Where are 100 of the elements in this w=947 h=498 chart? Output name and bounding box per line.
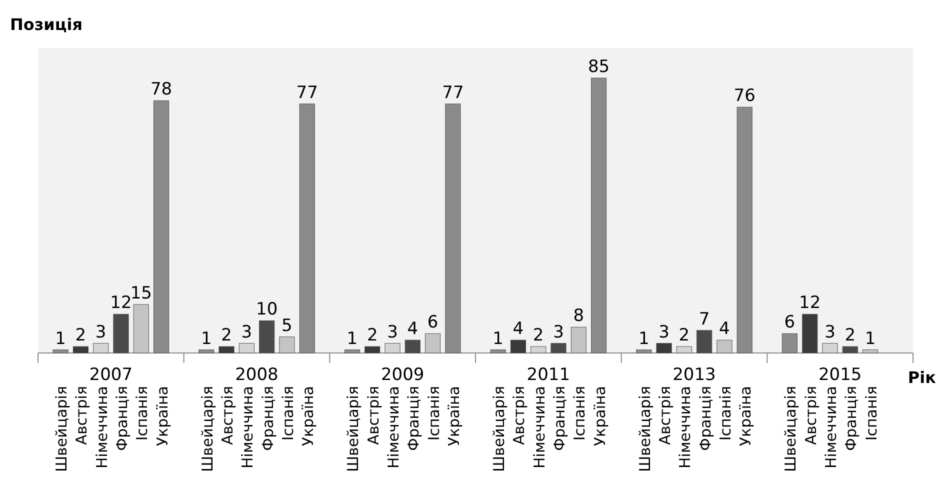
bar xyxy=(113,314,129,354)
bar xyxy=(862,350,878,354)
data-label: 76 xyxy=(734,86,756,106)
data-label: 6 xyxy=(427,312,438,333)
bar xyxy=(424,333,441,354)
data-label: 7 xyxy=(698,309,710,330)
bar xyxy=(802,314,818,354)
text: Франція xyxy=(550,386,568,451)
text: Німеччина xyxy=(822,386,840,468)
data-label: 3 xyxy=(553,322,564,342)
text: Швейцарія xyxy=(782,386,800,472)
text: Австрія xyxy=(802,386,820,445)
x-tick-label: 2009 xyxy=(380,365,424,385)
data-label: 2 xyxy=(221,326,232,346)
text: Франція xyxy=(404,386,423,451)
bar xyxy=(218,346,234,354)
data-label: 15 xyxy=(130,283,152,304)
text: Іспанія xyxy=(424,386,443,441)
data-label: 2 xyxy=(678,326,690,346)
data-label: 4 xyxy=(512,319,524,340)
bar xyxy=(72,346,89,354)
text: Швейцарія xyxy=(636,386,654,472)
data-label: 10 xyxy=(256,300,278,320)
text: Франція xyxy=(842,386,860,451)
data-label: 8 xyxy=(573,306,584,326)
text: Україна xyxy=(590,386,609,446)
x-axis-title: Рік xyxy=(908,368,936,387)
data-label: 2 xyxy=(532,326,544,346)
bar xyxy=(822,343,838,354)
data-label: 3 xyxy=(95,322,106,342)
x-tick-label: 2011 xyxy=(526,365,570,385)
data-label: 77 xyxy=(442,82,464,103)
data-label: 6 xyxy=(784,312,796,333)
text: Україна xyxy=(444,386,463,446)
bar xyxy=(259,320,275,354)
bar xyxy=(550,343,566,354)
x-tick-label: 2007 xyxy=(89,365,133,385)
bar xyxy=(364,346,380,354)
data-label: 12 xyxy=(110,293,132,314)
text: Німеччина xyxy=(676,386,694,468)
bar xyxy=(696,330,712,354)
data-label: 3 xyxy=(241,322,252,342)
data-label: 1 xyxy=(864,328,876,349)
text: Іспанія xyxy=(133,386,152,441)
text: Україна xyxy=(299,386,318,446)
text: Україна xyxy=(736,386,755,446)
text: Австрія xyxy=(72,386,91,445)
bar xyxy=(404,340,420,354)
data-label: 3 xyxy=(658,322,670,342)
text: Іспанія xyxy=(716,386,734,441)
data-label: 1 xyxy=(200,328,212,349)
bar xyxy=(842,346,858,354)
text: Франція xyxy=(258,386,277,451)
x-tick-label: 2015 xyxy=(818,365,862,385)
data-label: 3 xyxy=(387,322,398,342)
y-axis-title: Позиція xyxy=(10,15,83,34)
text: Німеччина xyxy=(530,386,548,468)
text: Швейцарія xyxy=(490,386,508,472)
text: Австрія xyxy=(364,386,382,445)
data-label: 78 xyxy=(150,80,172,100)
x-tick-label: 2008 xyxy=(235,365,278,385)
text: Німеччина xyxy=(92,386,111,468)
text: Німеччина xyxy=(384,386,403,468)
text: Іспанія xyxy=(862,386,880,441)
bar xyxy=(133,304,149,354)
data-label: 1 xyxy=(55,328,66,349)
data-label: 5 xyxy=(282,316,292,336)
bar xyxy=(676,346,692,354)
text: Франція xyxy=(696,386,714,451)
data-label: 2 xyxy=(366,326,378,346)
bar xyxy=(238,343,254,354)
text: Австрія xyxy=(218,386,237,445)
bar xyxy=(656,343,672,354)
data-label: 77 xyxy=(296,82,318,103)
bar xyxy=(93,343,109,354)
bar xyxy=(279,336,295,354)
bar xyxy=(570,326,586,354)
text: Україна xyxy=(153,386,172,446)
text: Швейцарія xyxy=(344,386,362,472)
text: Франція xyxy=(112,386,131,451)
text: Швейцарія xyxy=(198,386,216,472)
text: Австрія xyxy=(510,386,528,445)
data-label: 2 xyxy=(844,326,856,346)
data-label: 4 xyxy=(719,319,730,340)
text: Швейцарія xyxy=(52,386,71,472)
text: Іспанія xyxy=(278,386,297,441)
data-label: 4 xyxy=(407,319,418,340)
bar xyxy=(716,340,732,354)
data-label: 1 xyxy=(346,328,358,349)
data-label: 1 xyxy=(638,328,650,349)
data-label: 1 xyxy=(492,328,504,349)
bar xyxy=(384,343,400,354)
data-label: 12 xyxy=(799,293,821,314)
text: Німеччина xyxy=(238,386,257,468)
data-label: 85 xyxy=(588,57,610,77)
x-tick-label: 2013 xyxy=(672,365,716,385)
text: Австрія xyxy=(656,386,674,445)
text: Іспанія xyxy=(570,386,589,441)
data-label: 2 xyxy=(75,326,86,346)
bar xyxy=(510,340,526,354)
